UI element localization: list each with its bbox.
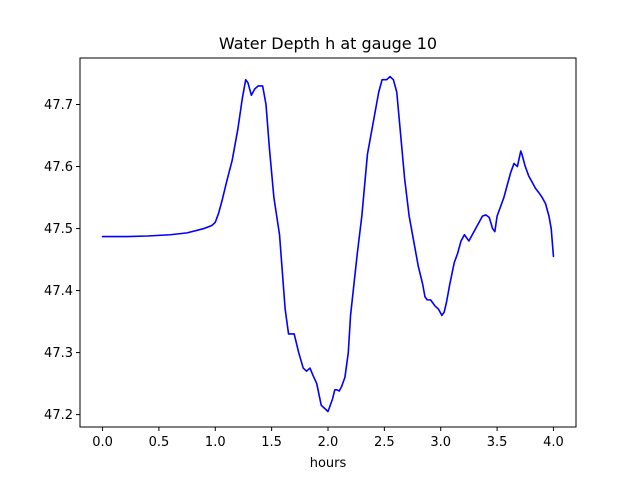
x-tick-label: 3.5 (487, 435, 508, 450)
x-tick-label: 4.0 (543, 435, 564, 450)
x-tick-label: 2.0 (318, 435, 339, 450)
x-tick-label: 3.0 (430, 435, 451, 450)
x-tick-label: 1.0 (205, 435, 226, 450)
x-axis-title: hours (310, 456, 347, 471)
plot-background (80, 58, 576, 427)
y-tick-label: 47.7 (44, 98, 73, 113)
x-ticks: 0.0 0.5 1.0 1.5 2.0 2.5 3.0 3.5 4.0 (92, 427, 564, 450)
y-ticks: 47.2 47.3 47.4 47.5 47.6 47.7 (44, 98, 80, 423)
y-tick-label: 47.3 (44, 346, 73, 361)
plot-area (80, 58, 576, 427)
y-tick-label: 47.6 (44, 160, 73, 175)
x-tick-label: 1.5 (261, 435, 282, 450)
y-tick-label: 47.4 (44, 284, 73, 299)
y-tick-label: 47.5 (44, 222, 73, 237)
x-tick-label: 2.5 (374, 435, 395, 450)
series-line-1 (101, 75, 555, 413)
series-lines (101, 75, 555, 413)
chart-title: Water Depth h at gauge 10 (219, 34, 437, 53)
x-tick-label: 0.0 (92, 435, 113, 450)
y-tick-label: 47.2 (44, 408, 73, 423)
x-tick-label: 0.5 (149, 435, 170, 450)
